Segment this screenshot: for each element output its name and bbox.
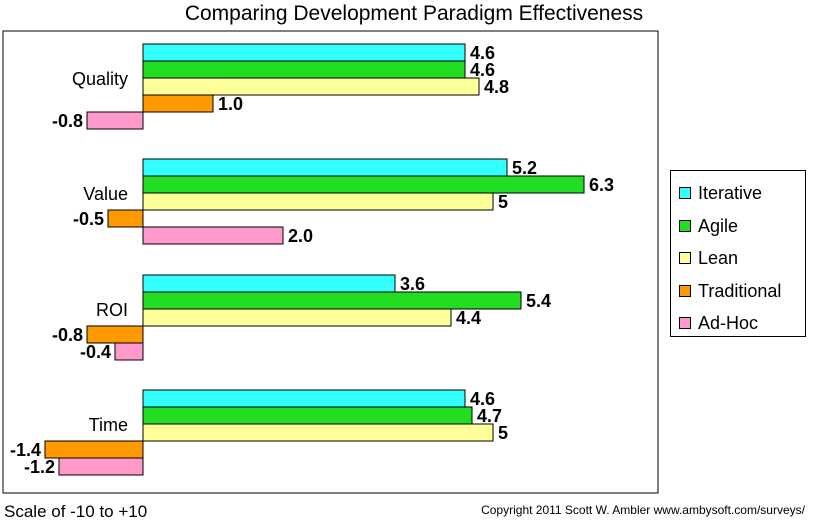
value-label-agile-time: 4.7 xyxy=(477,406,502,426)
bar-traditional-time xyxy=(44,440,144,459)
value-label-ad-hoc-quality: -0.8 xyxy=(52,111,83,131)
bar-agile-value xyxy=(142,175,585,194)
bar-iterative-value xyxy=(142,158,508,177)
value-label-iterative-value: 5.2 xyxy=(512,158,537,178)
value-label-lean-quality: 4.8 xyxy=(484,77,509,97)
bar-ad-hoc-roi xyxy=(114,342,144,361)
bar-ad-hoc-quality xyxy=(86,111,144,130)
category-label-value: Value xyxy=(83,184,128,204)
value-label-lean-value: 5 xyxy=(498,192,508,212)
legend-label-traditional: Traditional xyxy=(698,280,782,301)
legend-swatch-ad-hoc xyxy=(679,317,691,329)
legend-item-lean: Lean xyxy=(679,247,738,269)
value-label-lean-time: 5 xyxy=(498,423,508,443)
value-label-ad-hoc-value: 2.0 xyxy=(288,226,313,246)
legend-label-agile: Agile xyxy=(698,215,739,236)
bar-iterative-time xyxy=(142,389,466,408)
value-labels-layer: 4.64.64.81.0-0.85.26.35-0.52.03.65.44.4-… xyxy=(10,43,614,477)
legend-swatch-traditional xyxy=(679,285,691,297)
chart-title: Comparing Development Paradigm Effective… xyxy=(184,2,644,25)
bar-lean-roi xyxy=(142,308,452,327)
legend-label-ad-hoc: Ad-Hoc xyxy=(698,312,759,333)
category-labels-layer: Quality Value ROI Time xyxy=(72,69,128,435)
legend-item-agile: Agile xyxy=(679,215,738,237)
value-label-iterative-quality: 4.6 xyxy=(470,43,495,63)
value-label-iterative-time: 4.6 xyxy=(470,389,495,409)
legend-item-iterative: Iterative xyxy=(679,182,762,204)
legend-item-ad-hoc: Ad-Hoc xyxy=(679,312,758,334)
bar-agile-roi xyxy=(142,291,522,310)
bar-agile-time xyxy=(142,406,473,425)
category-label-roi: ROI xyxy=(96,300,128,320)
value-label-iterative-roi: 3.6 xyxy=(400,274,425,294)
legend-label-iterative: Iterative xyxy=(698,182,763,203)
bar-ad-hoc-time xyxy=(58,457,144,476)
bar-lean-time xyxy=(142,423,494,442)
value-label-lean-roi: 4.4 xyxy=(456,308,481,328)
value-label-ad-hoc-roi: -0.4 xyxy=(80,342,111,362)
category-label-time: Time xyxy=(89,415,128,435)
value-label-traditional-value: -0.5 xyxy=(73,209,104,229)
copyright-note: Copyright 2011 Scott W. Ambler www.ambys… xyxy=(481,503,805,517)
bar-lean-quality xyxy=(142,77,480,96)
legend-swatch-iterative xyxy=(679,187,691,199)
value-label-traditional-quality: 1.0 xyxy=(218,94,243,114)
plot-frame xyxy=(2,30,659,494)
bar-agile-quality xyxy=(142,60,466,79)
value-label-agile-quality: 4.6 xyxy=(470,60,495,80)
value-label-agile-value: 6.3 xyxy=(589,175,614,195)
category-label-quality: Quality xyxy=(72,69,128,89)
bar-traditional-roi xyxy=(86,325,144,344)
value-label-agile-roi: 5.4 xyxy=(526,291,551,311)
bars-layer xyxy=(44,43,585,476)
bar-lean-value xyxy=(142,192,494,211)
bar-traditional-quality xyxy=(142,94,214,113)
bar-iterative-quality xyxy=(142,43,466,62)
legend-swatch-lean xyxy=(679,252,691,264)
value-label-ad-hoc-time: -1.2 xyxy=(24,457,55,477)
legend-item-traditional: Traditional xyxy=(679,280,781,302)
scale-note: Scale of -10 to +10 xyxy=(4,502,148,521)
value-label-traditional-roi: -0.8 xyxy=(52,325,83,345)
bar-iterative-roi xyxy=(142,274,396,293)
legend-swatch-agile xyxy=(679,220,691,232)
bar-ad-hoc-value xyxy=(142,226,284,245)
legend: Iterative Agile Lean Traditional Ad-Hoc xyxy=(670,170,806,337)
bar-traditional-value xyxy=(107,209,144,228)
value-label-traditional-time: -1.4 xyxy=(10,440,41,460)
legend-label-lean: Lean xyxy=(698,247,739,268)
